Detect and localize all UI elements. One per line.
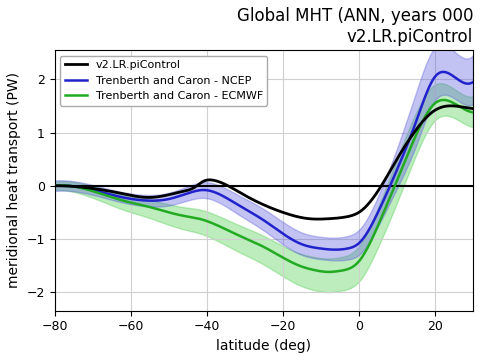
- Trenberth and Caron - ECMWF: [301, 265, 307, 269]
- v2.LR.piControl: [251, 198, 256, 202]
- Trenberth and Caron - NCEP: [470, 80, 476, 84]
- Line: Trenberth and Caron - ECMWF: Trenberth and Caron - ECMWF: [55, 100, 473, 272]
- Trenberth and Caron - ECMWF: [251, 240, 256, 244]
- Trenberth and Caron - NCEP: [278, 230, 284, 234]
- Trenberth and Caron - NCEP: [462, 81, 468, 85]
- Trenberth and Caron - ECMWF: [462, 107, 468, 112]
- Trenberth and Caron - NCEP: [440, 70, 446, 74]
- Trenberth and Caron - NCEP: [253, 213, 259, 217]
- Trenberth and Caron - ECMWF: [253, 241, 259, 245]
- Trenberth and Caron - ECMWF: [52, 184, 58, 188]
- Y-axis label: meridional heat transport (PW): meridional heat transport (PW): [7, 72, 21, 288]
- Trenberth and Caron - ECMWF: [278, 255, 284, 259]
- v2.LR.piControl: [396, 154, 401, 159]
- Line: v2.LR.piControl: v2.LR.piControl: [55, 106, 473, 219]
- Text: Global MHT (ANN, years 000
v2.LR.piControl: Global MHT (ANN, years 000 v2.LR.piContr…: [237, 7, 473, 46]
- v2.LR.piControl: [52, 184, 58, 188]
- Trenberth and Caron - ECMWF: [470, 110, 476, 114]
- Trenberth and Caron - NCEP: [301, 243, 307, 247]
- Line: Trenberth and Caron - NCEP: Trenberth and Caron - NCEP: [55, 72, 473, 249]
- Trenberth and Caron - NCEP: [333, 247, 338, 252]
- Trenberth and Caron - ECMWF: [326, 270, 332, 274]
- v2.LR.piControl: [278, 210, 284, 214]
- Trenberth and Caron - NCEP: [396, 164, 401, 168]
- Trenberth and Caron - NCEP: [52, 184, 58, 188]
- v2.LR.piControl: [448, 104, 454, 108]
- v2.LR.piControl: [470, 107, 476, 111]
- v2.LR.piControl: [301, 216, 307, 220]
- Trenberth and Caron - ECMWF: [441, 98, 446, 102]
- v2.LR.piControl: [462, 105, 468, 109]
- Legend: v2.LR.piControl, Trenberth and Caron - NCEP, Trenberth and Caron - ECMWF: v2.LR.piControl, Trenberth and Caron - N…: [60, 56, 267, 105]
- Trenberth and Caron - NCEP: [251, 212, 256, 216]
- Trenberth and Caron - ECMWF: [396, 175, 401, 179]
- v2.LR.piControl: [253, 199, 259, 203]
- v2.LR.piControl: [315, 217, 321, 221]
- X-axis label: latitude (deg): latitude (deg): [216, 339, 312, 353]
